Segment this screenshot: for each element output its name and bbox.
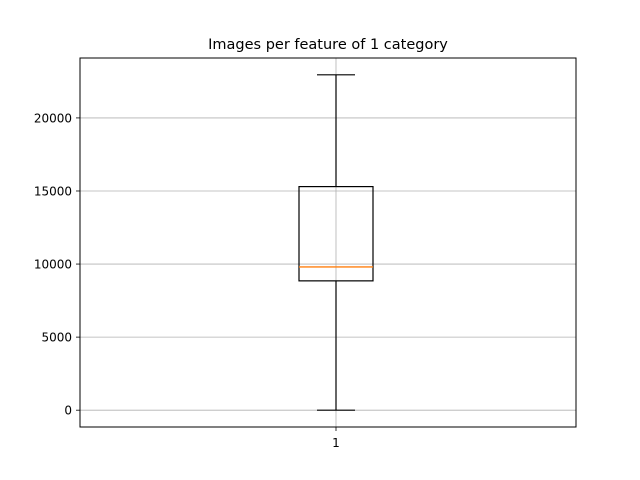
chart-title: Images per feature of 1 category <box>208 37 448 53</box>
box-plot-series <box>298 74 374 411</box>
y-tick-label: 20000 <box>34 111 72 125</box>
grid-lines <box>80 58 576 427</box>
y-tick-label: 10000 <box>34 258 72 272</box>
x-tick-label: 1 <box>332 436 340 450</box>
y-tick-label: 15000 <box>34 184 72 198</box>
y-tick-label: 5000 <box>41 331 72 345</box>
y-axis: 0 5000 10000 15000 20000 <box>34 111 80 418</box>
iqr-box <box>298 186 374 282</box>
plot-area-frame <box>79 57 577 428</box>
x-axis: 1 <box>332 427 340 450</box>
y-tick-label: 0 <box>64 404 72 418</box>
